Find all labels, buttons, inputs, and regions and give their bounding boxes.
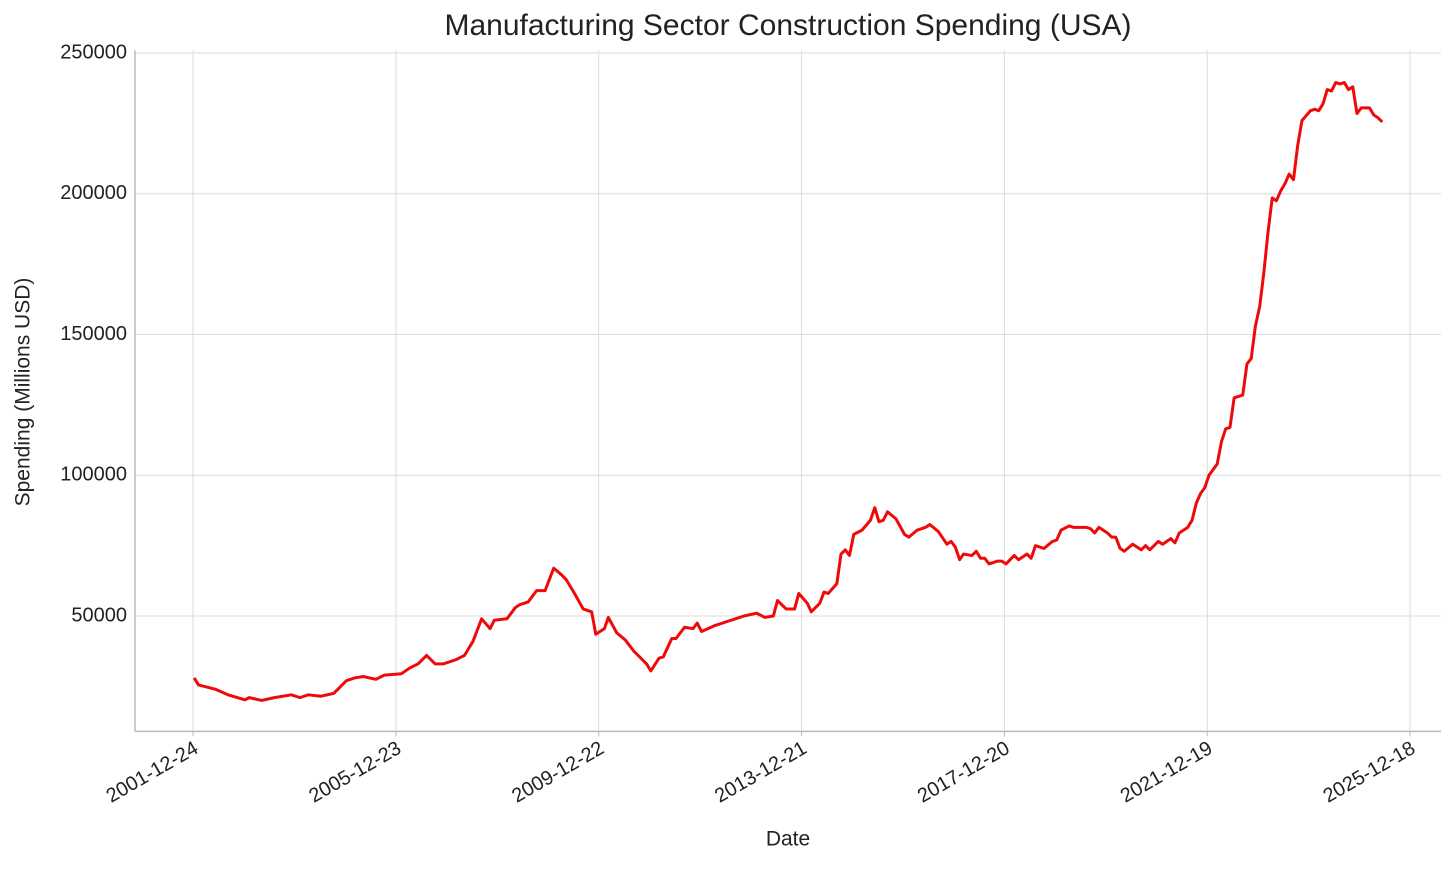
y-tick-label: 200000 (60, 182, 127, 204)
chart-title: Manufacturing Sector Construction Spendi… (444, 9, 1131, 42)
data-line (192, 81, 1384, 702)
y-tick-label: 100000 (60, 464, 127, 486)
y-tick-label: 150000 (60, 323, 127, 345)
y-axis-label: Spending (Millions USD) (12, 278, 35, 507)
x-axis-label: Date (766, 828, 810, 851)
y-tick-label: 250000 (60, 41, 127, 63)
y-tick-label: 50000 (71, 604, 127, 626)
